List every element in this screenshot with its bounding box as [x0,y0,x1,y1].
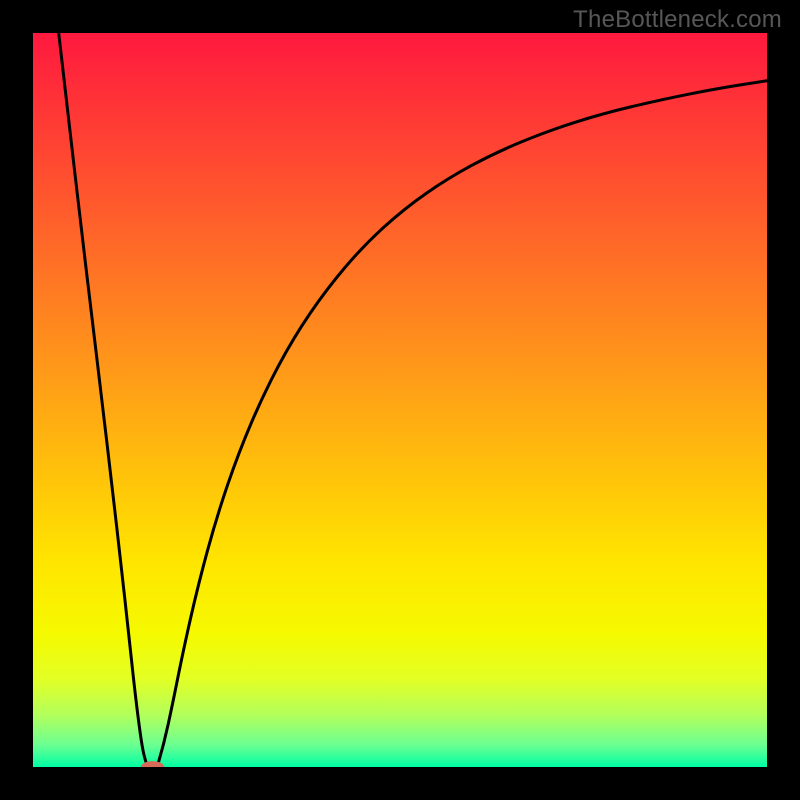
watermark-text: TheBottleneck.com [573,6,782,34]
chart-container: TheBottleneck.com [0,0,800,800]
gradient-background [33,33,767,767]
chart-svg [33,33,767,767]
plot-area [33,33,767,767]
